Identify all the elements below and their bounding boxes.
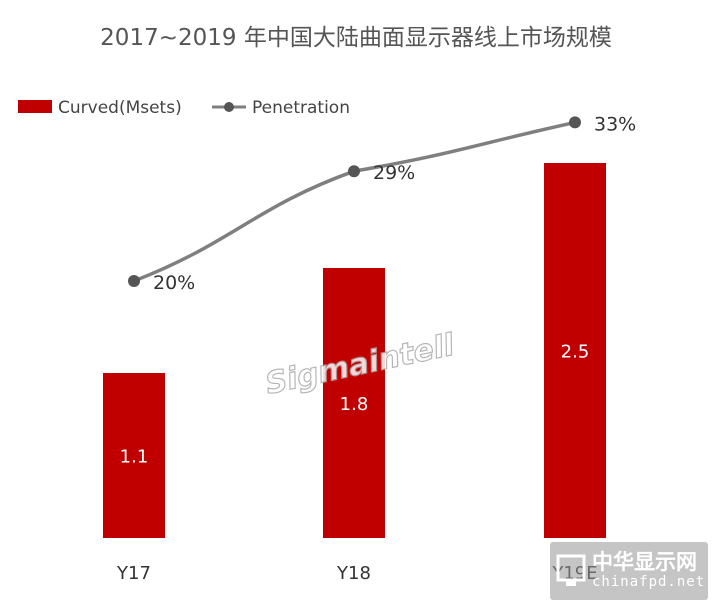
bar-value-label: 1.8 [340, 394, 369, 415]
penetration-point [348, 165, 360, 178]
bar-series: 1.1 1.8 2.5 [103, 163, 606, 538]
penetration-label: 20% [153, 272, 195, 294]
penetration-label: 33% [594, 113, 636, 135]
penetration-label: 29% [373, 162, 415, 184]
line-series: 20% 29% 33% [128, 113, 636, 294]
bar-value-label: 1.1 [120, 447, 149, 468]
legend: Curved(Msets) Penetration [18, 98, 350, 118]
x-axis: Y17Y18Y19E [116, 563, 598, 584]
site-logo: 中华显示网 chinafpd.net [550, 542, 708, 600]
bar-Y17 [103, 373, 165, 538]
penetration-point [569, 116, 581, 129]
legend-line-label: Penetration [252, 98, 350, 118]
x-tick-label: Y17 [116, 563, 151, 584]
legend-bar-label: Curved(Msets) [58, 98, 182, 118]
bar-Y18 [323, 268, 385, 538]
bar-value-label: 2.5 [561, 342, 590, 363]
penetration-line [133, 120, 576, 283]
chart-title: 2017~2019 年中国大陆曲面显示器线上市场规模 [100, 25, 612, 51]
penetration-point [128, 275, 140, 287]
legend-line-marker [224, 102, 234, 112]
logo-mark-icon [556, 554, 586, 586]
legend-bar-swatch [18, 100, 52, 113]
logo-url: chinafpd.net [592, 574, 706, 590]
x-tick-label: Y18 [336, 563, 371, 584]
bar-Y19E [544, 163, 606, 538]
logo-name: 中华显示网 [592, 550, 697, 574]
